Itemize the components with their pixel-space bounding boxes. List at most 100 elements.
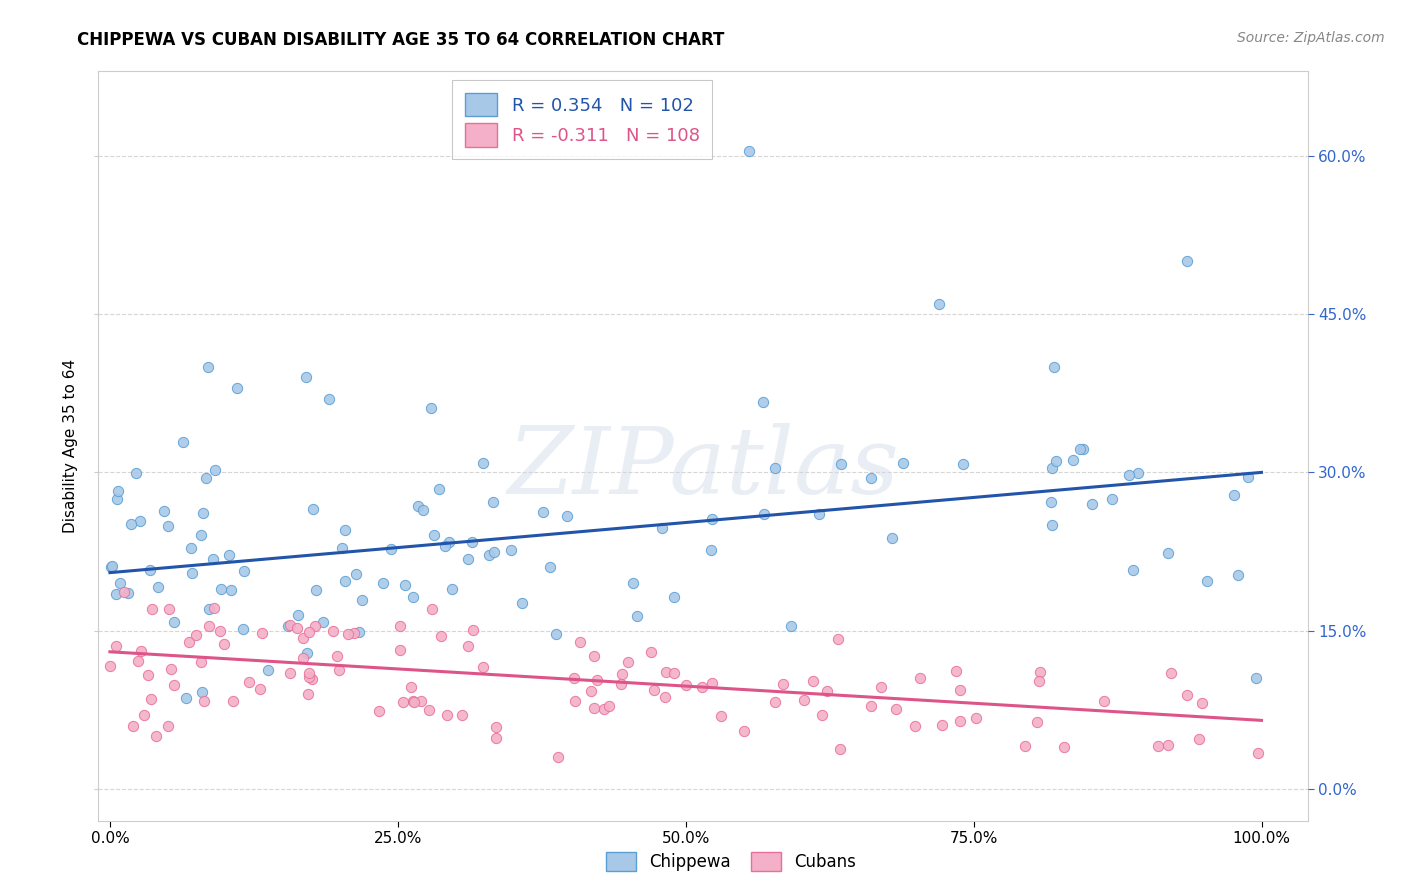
Point [1073, 442, 1095, 457]
Point [478, 548, 501, 562]
Point [830, 457, 852, 471]
Point [815, 684, 838, 698]
Point [157, 518, 180, 533]
Point [948, 714, 970, 729]
Point [690, 681, 713, 695]
Point [388, 643, 411, 657]
Point [202, 600, 225, 615]
Point [733, 724, 755, 739]
Point [129, 515, 152, 529]
Point [105, 587, 128, 601]
Point [337, 627, 360, 641]
Point [780, 619, 803, 633]
Point [664, 665, 686, 680]
Point [298, 625, 321, 640]
Point [700, 512, 723, 526]
Point [655, 665, 678, 680]
Point [120, 516, 142, 531]
Point [222, 693, 245, 707]
Point [617, 656, 640, 670]
Point [1156, 546, 1178, 560]
Legend: Chippewa, Cubans: Chippewa, Cubans [598, 843, 865, 880]
Point [420, 602, 443, 616]
Point [461, 623, 484, 637]
Point [434, 539, 457, 553]
Point [949, 683, 972, 698]
Point [141, 692, 163, 706]
Point [1197, 574, 1219, 589]
Point [1160, 665, 1182, 680]
Point [430, 629, 453, 643]
Point [117, 586, 139, 600]
Point [569, 635, 592, 649]
Y-axis label: Disability Age 35 to 64: Disability Age 35 to 64 [63, 359, 79, 533]
Point [592, 702, 614, 716]
Point [333, 523, 356, 537]
Point [808, 507, 831, 521]
Point [238, 674, 260, 689]
Point [326, 648, 349, 663]
Point [312, 615, 335, 629]
Point [1191, 696, 1213, 710]
Point [1246, 747, 1268, 761]
Point [298, 666, 321, 681]
Point [1227, 568, 1250, 582]
Point [965, 711, 987, 725]
Point [291, 632, 314, 646]
Point [406, 500, 429, 514]
Point [297, 646, 319, 660]
Point [298, 670, 321, 684]
Point [1053, 739, 1076, 754]
Point [148, 580, 170, 594]
Point [157, 602, 180, 616]
Point [218, 548, 240, 562]
Point [702, 676, 724, 690]
Point [104, 640, 127, 654]
Point [418, 703, 440, 717]
Point [181, 566, 204, 581]
Point [318, 392, 340, 406]
Point [1094, 694, 1116, 708]
Point [209, 582, 232, 596]
Point [1025, 715, 1047, 730]
Point [436, 707, 458, 722]
Point [204, 463, 226, 477]
Point [1039, 494, 1062, 508]
Point [1126, 466, 1149, 480]
Point [451, 707, 474, 722]
Point [910, 671, 932, 685]
Point [1122, 563, 1144, 577]
Point [793, 693, 815, 707]
Point [472, 660, 495, 674]
Point [952, 457, 974, 471]
Point [581, 684, 603, 698]
Point [330, 541, 353, 555]
Point [598, 699, 620, 714]
Point [654, 690, 676, 704]
Point [538, 560, 561, 574]
Point [100, 560, 122, 574]
Point [401, 694, 423, 708]
Point [101, 558, 124, 573]
Point [675, 678, 697, 692]
Point [427, 482, 450, 496]
Point [869, 681, 891, 695]
Point [184, 628, 207, 642]
Point [928, 296, 950, 310]
Point [134, 708, 156, 723]
Point [292, 651, 315, 665]
Point [662, 590, 685, 604]
Point [198, 618, 221, 632]
Point [301, 672, 323, 686]
Point [1101, 492, 1123, 507]
Point [391, 695, 413, 709]
Point [485, 731, 508, 745]
Point [710, 709, 733, 723]
Point [294, 370, 316, 384]
Point [198, 602, 221, 616]
Point [305, 583, 328, 598]
Point [190, 684, 212, 698]
Point [389, 619, 412, 633]
Point [233, 564, 256, 578]
Text: ZIPatlas: ZIPatlas [508, 424, 898, 514]
